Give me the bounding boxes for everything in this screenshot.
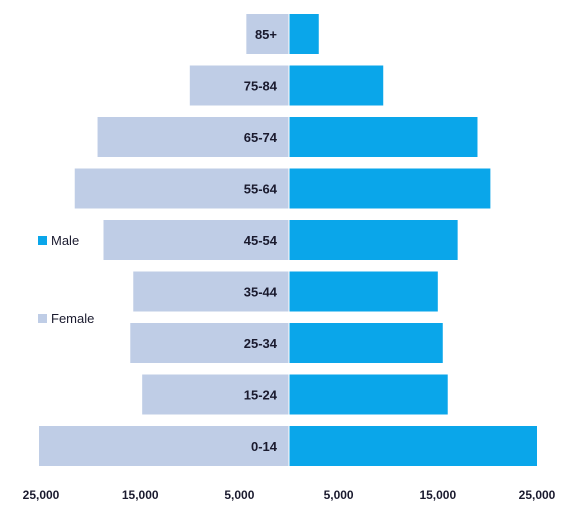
category-label-35-44: 35-44 <box>244 285 278 300</box>
female-bar-0-14 <box>39 426 290 466</box>
category-label-0-14: 0-14 <box>251 439 278 454</box>
female-bar-85+ <box>246 14 289 54</box>
category-label-45-54: 45-54 <box>244 233 278 248</box>
legend-swatch-female <box>38 314 47 323</box>
female-bar-25-34 <box>130 323 289 363</box>
female-bar-35-44 <box>133 271 289 312</box>
male-bar-75-84 <box>289 65 384 106</box>
x-tick-label: 25,000 <box>23 488 60 502</box>
category-labels-layer: 85+ 75-84 65-74 55-64 45-54 35-44 25-34 15-24 0-… <box>244 27 278 454</box>
category-label-25-34: 25-34 <box>244 336 278 351</box>
x-axis: 25,000 15,000 5,000 5,000 15,000 25,000 <box>23 488 556 502</box>
legend-swatch-male <box>38 236 47 245</box>
x-tick-label: 15,000 <box>122 488 159 502</box>
female-bar-15-24 <box>142 374 289 415</box>
bars-layer <box>39 12 537 478</box>
female-bar-55-64 <box>74 168 289 209</box>
x-tick-label: 15,000 <box>419 488 456 502</box>
female-bar-45-54 <box>103 220 289 260</box>
male-bar-85+ <box>289 14 319 54</box>
legend-label-female: Female <box>51 311 94 326</box>
legend-label-male: Male <box>51 233 79 248</box>
male-bar-25-34 <box>289 323 443 363</box>
female-bar-65-74 <box>97 117 289 157</box>
male-bar-35-44 <box>289 271 438 312</box>
x-tick-label: 5,000 <box>224 488 254 502</box>
male-bar-65-74 <box>289 117 478 157</box>
category-label-65-74: 65-74 <box>244 130 278 145</box>
male-bar-45-54 <box>289 220 458 260</box>
male-bar-0-14 <box>289 426 537 466</box>
category-label-85+: 85+ <box>255 27 277 42</box>
x-tick-label: 25,000 <box>519 488 556 502</box>
male-bar-15-24 <box>289 374 448 415</box>
male-bar-55-64 <box>289 168 491 209</box>
category-label-15-24: 15-24 <box>244 388 278 403</box>
x-tick-label: 5,000 <box>324 488 354 502</box>
female-bar-75-84 <box>189 65 289 106</box>
category-label-75-84: 75-84 <box>244 79 278 94</box>
legend: Male Female <box>38 233 94 326</box>
category-label-55-64: 55-64 <box>244 182 278 197</box>
